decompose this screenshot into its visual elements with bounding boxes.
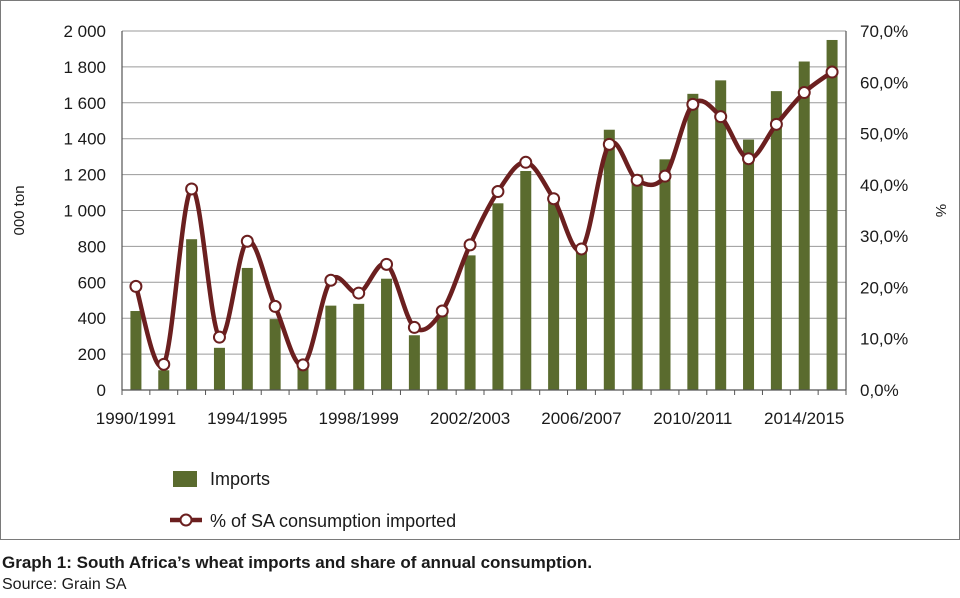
- x-tick-label: 2010/2011: [653, 409, 732, 428]
- point-share-imported: [714, 110, 728, 124]
- y-axis-title: 000 ton: [11, 185, 28, 235]
- y-tick-label: 1 600: [63, 94, 106, 113]
- bar-imports: [798, 61, 810, 390]
- y2-tick-label: 70,0%: [860, 22, 908, 41]
- y2-tick-label: 0,0%: [860, 381, 899, 400]
- y-tick-label: 600: [78, 273, 106, 292]
- bar-imports: [631, 174, 643, 390]
- point-share-imported: [268, 299, 282, 313]
- point-share-imported: [574, 242, 588, 256]
- bar-imports: [743, 139, 755, 390]
- y-tick-label: 0: [97, 381, 106, 400]
- x-tick-label: 2014/2015: [764, 409, 844, 428]
- figure-caption: Graph 1: South Africa’s wheat imports an…: [2, 553, 593, 572]
- bar-imports: [325, 305, 337, 390]
- bar-imports: [158, 370, 170, 390]
- y2-tick-label: 40,0%: [860, 176, 908, 195]
- bar-imports: [715, 80, 727, 391]
- point-share-imported: [296, 358, 310, 372]
- point-share-imported: [185, 182, 199, 196]
- x-tick-label: 1990/1991: [96, 409, 176, 428]
- point-share-imported: [742, 152, 756, 166]
- y-tick-label: 1 000: [63, 202, 106, 221]
- bar-imports: [408, 335, 420, 390]
- legend-swatch-imports: [173, 471, 197, 487]
- bar-imports: [575, 246, 587, 390]
- bar-imports: [381, 278, 393, 390]
- y-tick-label: 800: [78, 237, 106, 256]
- y-tick-label: 1 800: [63, 58, 106, 77]
- y-tick-label: 2 000: [63, 22, 106, 41]
- point-share-imported: [463, 238, 477, 252]
- bar-imports: [130, 311, 142, 390]
- point-share-imported: [157, 357, 171, 371]
- x-tick-label: 2002/2003: [430, 409, 510, 428]
- point-share-imported: [324, 273, 338, 287]
- y2-tick-label: 50,0%: [860, 125, 908, 144]
- legend-swatch-marker: [179, 513, 193, 527]
- point-share-imported: [519, 155, 533, 169]
- point-share-imported: [435, 304, 449, 318]
- chart-frame: 0 200 400 600 800 1 000 1 200 1 400 1 600 1 800 2 …: [0, 0, 960, 540]
- bar-imports: [492, 203, 504, 390]
- bar-imports: [548, 201, 560, 390]
- point-share-imported: [797, 86, 811, 100]
- bar-imports: [241, 267, 253, 390]
- bar-imports: [687, 93, 699, 390]
- point-share-imported: [658, 169, 672, 183]
- point-share-imported: [240, 234, 254, 248]
- point-share-imported: [407, 320, 421, 334]
- bar-imports: [213, 347, 225, 390]
- y-tick-label: 200: [78, 345, 106, 364]
- y2-axis-title: %: [932, 204, 949, 217]
- point-share-imported: [602, 137, 616, 151]
- y-tick-label: 400: [78, 309, 106, 328]
- x-tick-label: 1994/1995: [207, 409, 287, 428]
- y-tick-label: 1 400: [63, 130, 106, 149]
- x-tick-label: 1998/1999: [319, 409, 399, 428]
- bar-imports: [186, 239, 198, 390]
- y2-tick-label: 10,0%: [860, 330, 908, 349]
- bar-imports: [520, 171, 532, 390]
- y2-tick-label: 20,0%: [860, 278, 908, 297]
- point-share-imported: [630, 173, 644, 187]
- point-share-imported: [491, 185, 505, 199]
- y2-tick-label: 60,0%: [860, 73, 908, 92]
- bar-imports: [603, 129, 615, 390]
- legend-label-share: % of SA consumption imported: [210, 511, 456, 531]
- point-share-imported: [547, 192, 561, 206]
- x-tick-label: 2006/2007: [541, 409, 621, 428]
- point-share-imported: [686, 97, 700, 111]
- bar-imports: [353, 303, 365, 390]
- chart: 0 200 400 600 800 1 000 1 200 1 400 1 600 1 800 2 …: [0, 0, 960, 540]
- y-tick-label: 1 200: [63, 166, 106, 185]
- figure-source: Source: Grain SA: [2, 576, 127, 593]
- bar-imports: [770, 91, 782, 390]
- point-share-imported: [129, 279, 143, 293]
- bar-imports: [659, 159, 671, 390]
- bar-imports: [269, 319, 281, 390]
- bar-imports: [464, 255, 476, 390]
- point-share-imported: [212, 330, 226, 344]
- bar-imports: [436, 314, 448, 390]
- y2-tick-label: 30,0%: [860, 227, 908, 246]
- legend-label-imports: Imports: [210, 469, 270, 489]
- bar-imports: [826, 39, 838, 390]
- legend: Imports % of SA consumption imported: [170, 469, 456, 531]
- point-share-imported: [825, 65, 839, 79]
- point-share-imported: [352, 286, 366, 300]
- bar-imports: [297, 366, 309, 390]
- point-share-imported: [769, 117, 783, 131]
- point-share-imported: [380, 257, 394, 271]
